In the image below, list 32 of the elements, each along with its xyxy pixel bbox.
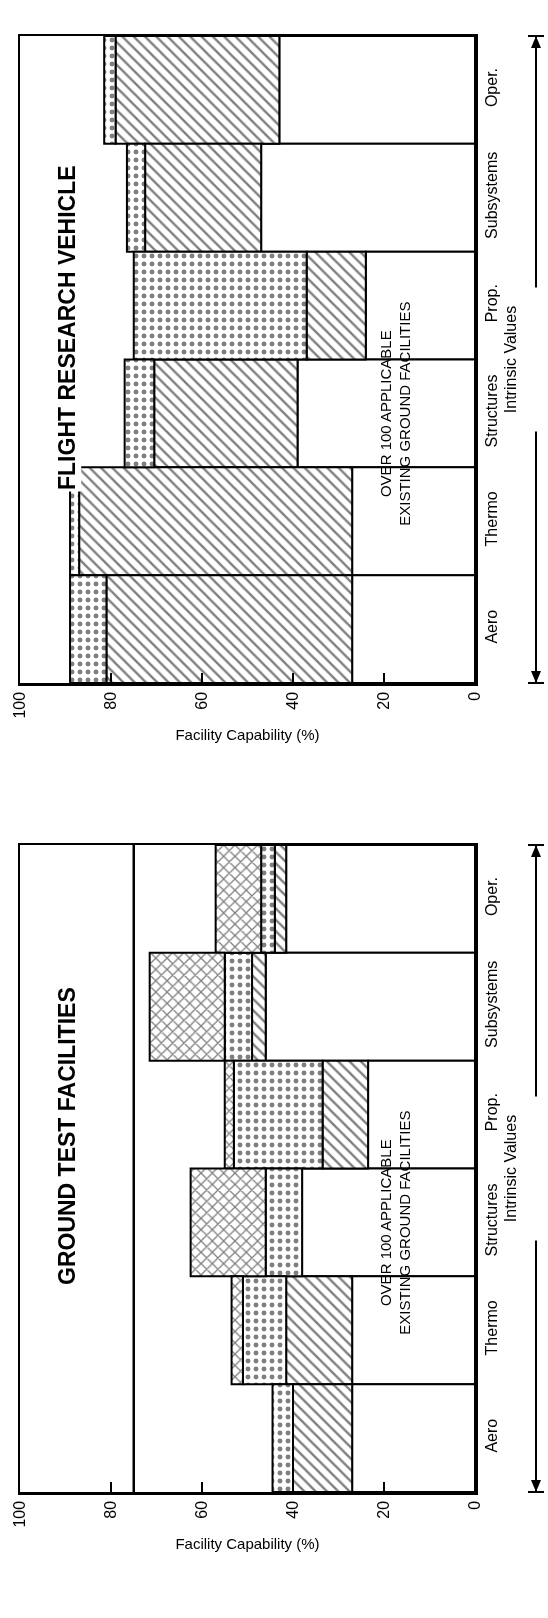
annotation: OVER 100 APPLICABLE EXISTING GROUND FACILITIES (376, 1110, 414, 1335)
x-tick-label: 60 (193, 1500, 211, 1519)
y-tick-label: Thermo (482, 1300, 500, 1356)
y-tick-label: Structures (482, 374, 500, 448)
x-axis-title: Facility Capability (%) (175, 725, 320, 743)
x-tick-label: 60 (193, 691, 211, 710)
y-tick-label: Prop. (482, 1093, 500, 1132)
x-tick-label: 0 (466, 1500, 484, 1510)
y-tick-label: Oper. (482, 67, 500, 108)
y-tick-label: Aero (482, 609, 500, 644)
y-tick-label: Prop. (482, 284, 500, 323)
x-axis-title: Facility Capability (%) (175, 1534, 320, 1552)
x-tick-label: 40 (284, 1500, 302, 1519)
y-tick-label: Aero (482, 1418, 500, 1453)
y-axis-title: Intrinsic Values (501, 1114, 519, 1223)
y-tick-label: Structures (482, 1183, 500, 1257)
text: FLIGHT RESEARCH VEHICLE (53, 165, 80, 490)
annotation: OVER 100 APPLICABLE EXISTING GROUND FACILITIES (376, 301, 414, 526)
text: GROUND TEST FACILITIES (53, 987, 80, 1285)
x-tick-label: 40 (284, 691, 302, 710)
x-tick-label: 80 (102, 691, 120, 710)
x-tick-label: 20 (375, 691, 393, 710)
x-tick-label: 0 (466, 691, 484, 701)
y-tick-label: Subsystems (482, 960, 500, 1048)
x-tick-label: 80 (102, 1500, 120, 1519)
y-tick-label: Subsystems (482, 151, 500, 239)
x-tick-label: 100 (11, 691, 29, 719)
y-axis-title: Intrinsic Values (501, 305, 519, 414)
x-tick-label: 100 (11, 1500, 29, 1528)
y-tick-label: Oper. (482, 876, 500, 917)
y-tick-label: Thermo (482, 491, 500, 547)
x-tick-label: 20 (375, 1500, 393, 1519)
